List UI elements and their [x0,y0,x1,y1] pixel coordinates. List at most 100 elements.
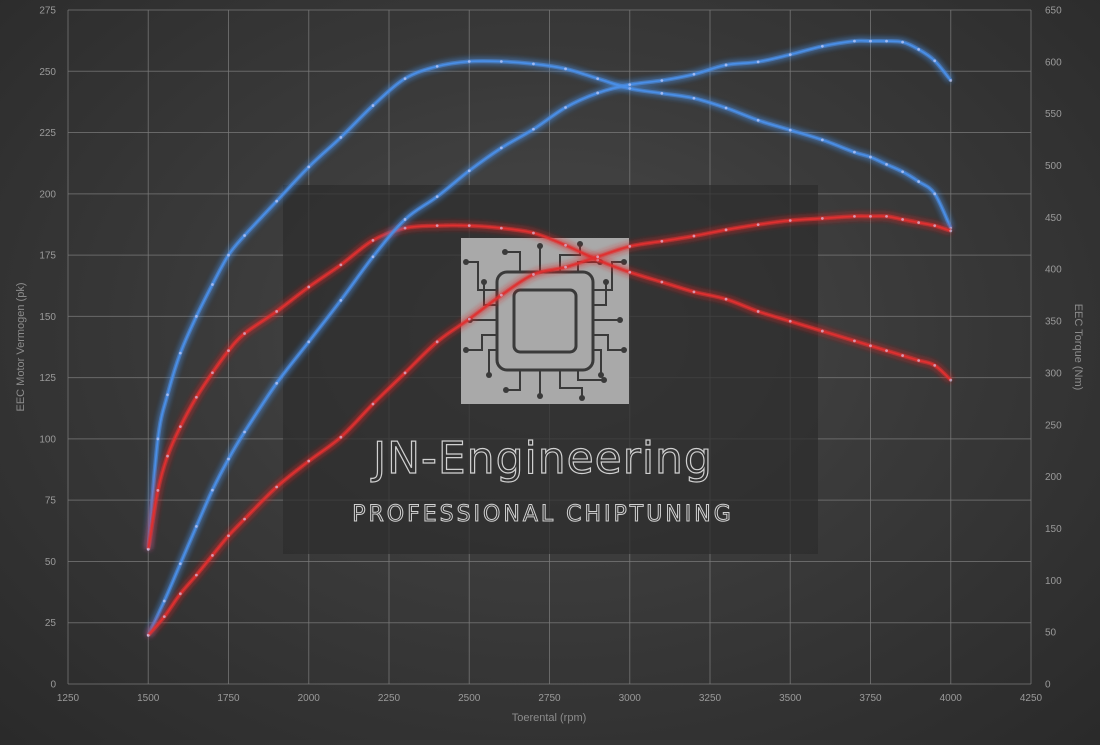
x-tick-label: 3500 [779,693,802,704]
data-point [307,459,311,463]
data-point [195,395,198,399]
data-point [917,221,921,224]
data-point [564,67,567,71]
y-tick-label-right: 600 [1045,57,1062,68]
data-point [692,96,696,100]
data-point [162,599,166,603]
data-point [307,285,311,289]
data-point [227,253,230,257]
data-point [195,573,198,577]
y-tick-label-left: 75 [45,496,57,507]
data-point [532,127,535,131]
data-point [467,60,471,63]
y-tick-label-left: 100 [39,434,56,445]
y-tick-label-left: 250 [39,67,56,78]
data-point [275,199,279,203]
data-point [339,263,343,267]
data-point [692,72,696,76]
y-tick-label-right: 650 [1045,6,1062,17]
data-point [933,363,937,367]
series-1 [146,59,953,551]
data-point [933,59,937,63]
y-tick-label-right: 400 [1045,265,1062,276]
x-tick-label: 4250 [1020,693,1043,704]
data-point [660,280,664,284]
data-point [435,64,439,68]
data-point [227,349,230,353]
x-tick-label: 2500 [458,693,481,704]
data-point [820,138,824,142]
x-tick-label: 2750 [538,693,561,704]
data-point [853,39,856,43]
y-tick-label-left: 225 [39,128,56,139]
data-point [467,169,471,173]
data-point [275,381,279,385]
x-tick-label: 4000 [940,693,963,704]
data-point [403,77,407,81]
data-point [756,118,760,122]
series-3 [146,38,953,637]
y-tick-label-right: 100 [1045,576,1062,587]
data-point [869,214,872,218]
data-point [933,192,937,196]
data-point [307,340,311,344]
x-tick-label: 1500 [137,693,160,704]
x-tick-label: 3250 [699,693,722,704]
series [146,38,953,637]
x-tick-label: 3000 [619,693,642,704]
data-point [788,53,792,56]
data-point [403,218,407,221]
data-point [227,457,230,461]
data-point [788,219,792,222]
data-point [660,91,664,95]
series-4 [146,214,953,637]
data-point [724,228,728,232]
data-point [756,60,760,64]
x-tick-label: 2250 [378,693,401,704]
data-point [901,218,904,221]
y-tick-label-left: 275 [39,6,56,17]
y-tick-label-right: 50 [1045,628,1057,639]
data-point [564,265,567,269]
y-tick-label-right: 250 [1045,420,1062,431]
data-point [901,170,904,174]
data-point [275,485,279,489]
y-tick-label-right: 200 [1045,472,1062,483]
data-point [162,615,166,618]
data-point [628,270,632,274]
data-point [660,79,664,82]
data-point [853,150,856,154]
y-tick-label-right: 500 [1045,161,1062,172]
y-axis-left-title: EEC Motor Vermogen (pk) [15,283,27,412]
data-point [692,290,696,294]
data-point [564,106,567,109]
data-point [499,293,503,297]
y-tick-label-right: 550 [1045,109,1062,120]
x-axis-title: Toerental (rpm) [512,712,587,724]
data-point [724,297,728,301]
data-point [532,231,535,235]
watermark-subtitle: PROFESSIONAL CHIPTUNING [352,502,734,527]
watermark-title: JN-Engineering [370,433,713,484]
data-point [371,238,375,242]
data-point [178,592,182,596]
data-point [885,163,888,166]
data-point [156,488,160,492]
data-point [885,214,888,218]
data-point [211,283,214,286]
y-tick-label-left: 150 [39,312,56,323]
data-point [435,224,439,228]
data-point [724,106,728,110]
x-tick-label: 1750 [217,693,240,704]
data-point [243,332,246,335]
data-point [243,234,246,237]
data-point [917,180,921,183]
series-2 [146,223,953,551]
data-point [371,104,375,107]
data-point [532,273,535,276]
x-tick-label: 3750 [859,693,882,704]
data-point [211,488,214,492]
data-point [339,435,343,439]
